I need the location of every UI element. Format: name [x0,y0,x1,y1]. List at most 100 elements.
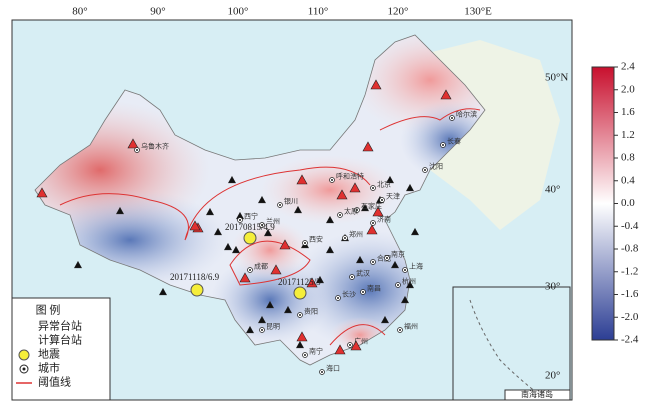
legend-symbol [18,349,30,361]
colorbar-tick-label: 0.0 [621,197,635,209]
station [205,207,215,216]
colorbar-tick-label: -2.0 [621,311,639,323]
station [405,183,415,192]
station [405,280,415,289]
station [385,175,395,184]
inset-label-box [504,389,571,401]
lat-label: 50°N [545,72,568,84]
station [213,227,223,236]
city-dot [397,284,399,286]
station [370,79,382,90]
station [293,205,303,214]
inset-label: 南海诸岛 [521,389,553,399]
city-label: 昆明 [266,323,280,331]
city-dot [451,117,453,119]
city-label: 海口 [326,364,340,373]
city-dot [261,224,263,226]
legend-item: 阈值线 [38,375,71,389]
colorbar [591,66,615,341]
station [257,315,267,324]
lon-label: 130°E [464,6,492,18]
station [336,189,348,200]
earthquake-label: 20170815/4.9 [225,222,275,232]
station [279,239,291,250]
station [410,227,420,236]
legend-item: 计算台站 [38,333,82,347]
earthquake [190,283,204,297]
earthquake [293,286,307,300]
station [263,228,273,237]
city-dot [351,276,353,278]
city-label: 呼和浩特 [336,172,364,181]
city-dot [249,269,251,271]
lon-label: 80° [72,6,87,18]
city-dot [136,149,138,151]
colorbar-tick-label: 0.4 [621,174,635,186]
colorbar-tick-label: 2.0 [621,83,635,95]
city-dot [356,209,358,211]
city-dot [239,219,241,221]
city-label: 西安 [309,235,323,244]
lon-label: 110° [308,6,329,18]
city-dot [349,344,351,346]
legend-item: 地震 [38,348,60,361]
station [325,245,335,254]
earthquake-label: 20171118/6.9 [170,272,220,282]
city-dot [362,291,364,293]
city-dot [442,144,444,146]
legend-item: 异常台站 [38,319,82,333]
city-dot [399,329,401,331]
city-dot [279,204,281,206]
colorbar-tick-label: -0.8 [621,243,639,255]
station [239,272,251,283]
legend-symbol [22,367,26,371]
city-label: 济南 [377,215,391,224]
inset-frame [452,286,571,401]
colorbar-tick-label: 2.4 [621,61,635,73]
city-dot [386,257,388,259]
lat-label: 40° [545,184,560,196]
colorbar-tick-label: -2.4 [621,334,639,346]
station [295,340,305,349]
station [372,206,384,217]
station [227,175,237,184]
station [36,187,48,198]
station [245,325,255,334]
city-label: 长春 [447,137,461,146]
station [158,287,168,296]
city-dot [381,199,383,201]
station [325,215,335,224]
station [283,305,293,314]
city-label: 武汉 [356,269,370,278]
colorbar-tick-label: -1.6 [621,288,639,300]
threshold-lines [59,108,481,346]
station [296,331,308,342]
colorbar-tick-label: -0.4 [621,220,639,232]
station [127,138,139,149]
city-label: 银川 [284,197,298,206]
earthquake [243,231,257,245]
station [231,245,241,254]
station [334,344,346,355]
station [265,300,275,309]
station [223,242,233,251]
colorbar-tick-label: 1.6 [621,106,635,118]
city-dot [337,297,339,299]
city-dot [424,169,426,171]
city-label: 杭州 [402,277,416,286]
city-label: 南京 [391,250,405,259]
city-dot [304,354,306,356]
colorbar-tick-label: 1.2 [621,129,635,141]
city-label: 西宁 [244,212,258,221]
city-label: 广州 [354,337,368,346]
station [257,195,267,204]
station [390,260,400,269]
city-dot [261,329,263,331]
city-dot [299,314,301,316]
lat-label: 20° [545,370,560,382]
earthquake-label: 20171125/5 [278,277,321,287]
station [115,206,125,215]
inset-boundary [469,299,541,396]
city-label: 北京 [377,180,391,189]
